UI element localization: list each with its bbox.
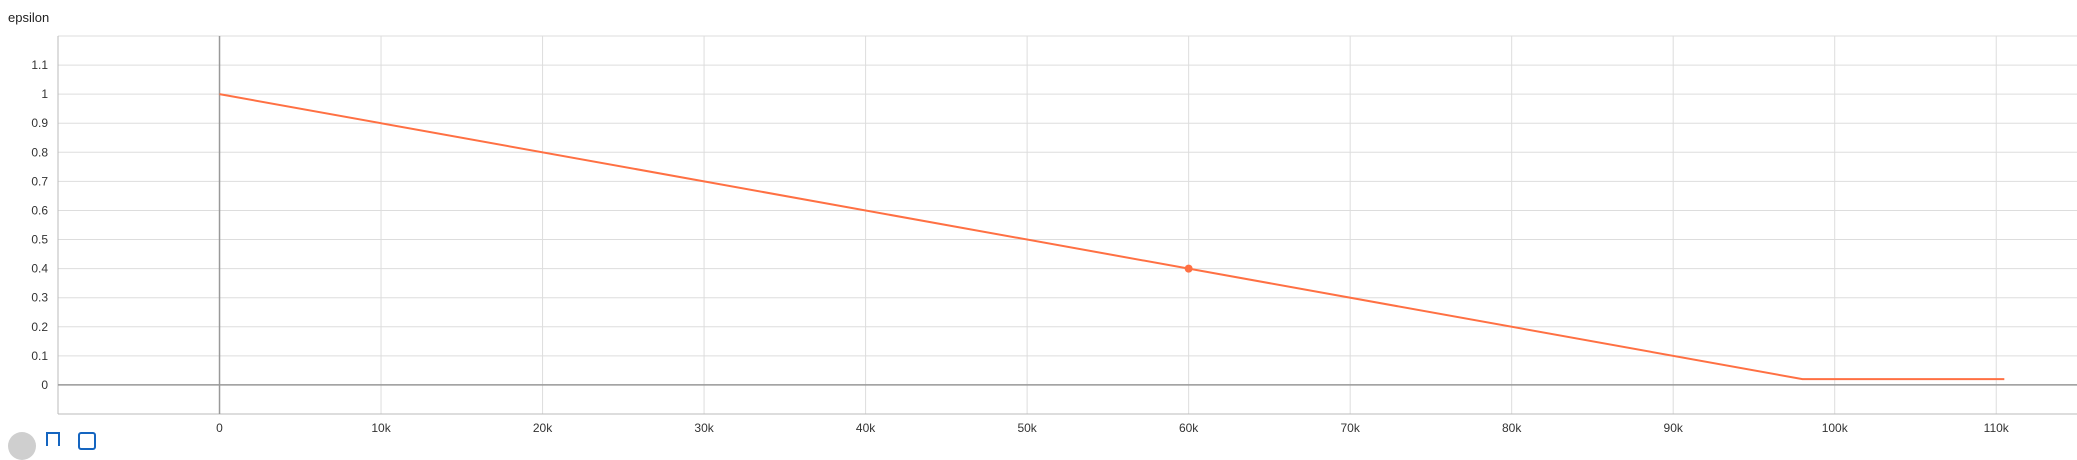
x-tick-label: 20k xyxy=(533,421,553,435)
series-layer xyxy=(219,93,2005,381)
data-table-icon[interactable] xyxy=(46,432,60,446)
x-tick-labels: 0 10k 20k 30k 40k 50k 60k 70k 80k 90k 100k 110k xyxy=(216,421,2010,435)
y-tick-label: 0.6 xyxy=(31,203,48,217)
x-tick-label: 70k xyxy=(1340,421,1360,435)
series-line xyxy=(219,93,2005,381)
x-tick-label: 90k xyxy=(1664,421,1684,435)
x-tick-label: 50k xyxy=(1017,421,1037,435)
x-tick-label: 80k xyxy=(1502,421,1522,435)
chart-title: epsilon xyxy=(8,10,50,25)
fit-domain-icon[interactable] xyxy=(78,432,96,450)
y-tick-label: 0.2 xyxy=(31,320,48,334)
y-tick-label: 0 xyxy=(41,378,48,392)
x-tick-label: 0 xyxy=(216,421,223,435)
x-tick-label: 40k xyxy=(856,421,876,435)
grid xyxy=(58,35,2077,414)
x-tick-label: 100k xyxy=(1822,421,1849,435)
y-tick-label: 0.1 xyxy=(31,349,48,363)
y-tick-label: 0.8 xyxy=(31,145,48,159)
x-tick-label: 10k xyxy=(371,421,391,435)
y-tick-label: 0.3 xyxy=(31,291,48,305)
highlight-point xyxy=(1184,264,1193,273)
x-tick-label: 60k xyxy=(1179,421,1199,435)
axes xyxy=(57,36,2077,415)
y-tick-label: 0.4 xyxy=(31,262,48,276)
x-tick-label: 110k xyxy=(1984,421,2010,435)
y-tick-label: 1.1 xyxy=(31,58,48,72)
line-chart[interactable]: 0 0.1 0.2 0.3 0.4 0.5 0.6 0.7 0.8 0.9 1 1.1 0 10k 20k… xyxy=(0,0,2077,447)
expand-icon[interactable] xyxy=(8,432,36,460)
y-tick-label: 1 xyxy=(41,87,48,101)
y-tick-labels: 0 0.1 0.2 0.3 0.4 0.5 0.6 0.7 0.8 0.9 1 1.1 xyxy=(31,58,48,392)
y-tick-label: 0.5 xyxy=(31,233,48,247)
y-tick-label: 0.7 xyxy=(31,174,48,188)
x-tick-label: 30k xyxy=(694,421,714,435)
y-tick-label: 0.9 xyxy=(31,116,48,130)
